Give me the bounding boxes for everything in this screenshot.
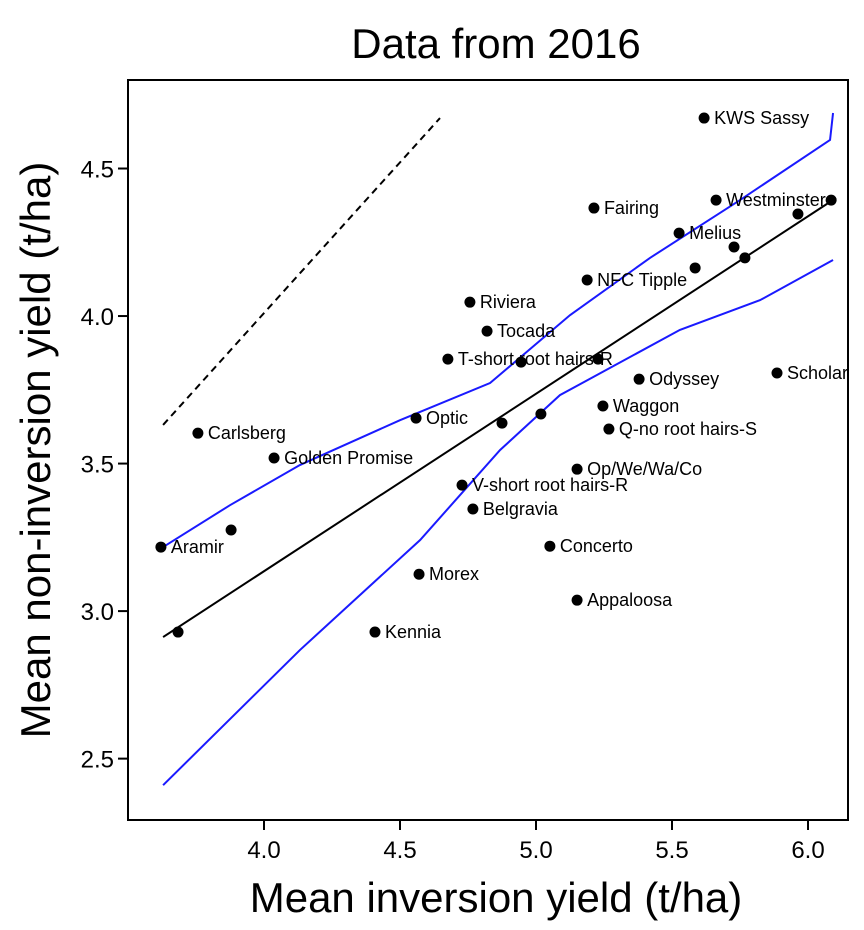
point-label: Optic (426, 408, 468, 428)
point (225, 524, 237, 536)
reference-line (162, 117, 441, 426)
x-tick-label: 6.0 (791, 837, 824, 864)
chart-title: Data from 2016 (351, 20, 641, 67)
point (535, 408, 547, 420)
point (603, 423, 615, 435)
y-tick-label: 2.5 (81, 747, 114, 774)
point (464, 296, 476, 308)
point-label: Q-no root hairs-S (619, 419, 757, 439)
point-label: Melius (689, 223, 741, 243)
point (710, 194, 722, 206)
point (825, 194, 837, 206)
point-label: Riviera (480, 292, 537, 312)
point-label: Aramir (171, 537, 224, 557)
point (571, 594, 583, 606)
point (442, 353, 454, 365)
point (413, 568, 425, 580)
point-label: Tocada (497, 321, 556, 341)
point-label: T-short root hairs-R (458, 349, 613, 369)
point (410, 412, 422, 424)
point (456, 479, 468, 491)
point (592, 353, 604, 365)
point (467, 503, 479, 515)
fit-line (162, 112, 835, 548)
point-label: Morex (429, 564, 479, 584)
point (481, 325, 493, 337)
point (369, 626, 381, 638)
point (739, 252, 751, 264)
fit-line (162, 197, 837, 638)
point (771, 367, 783, 379)
point-label: Belgravia (483, 499, 559, 519)
point (792, 208, 804, 220)
x-tick-label: 5.0 (519, 837, 552, 864)
point (633, 373, 645, 385)
y-tick-label: 4.5 (81, 157, 114, 184)
fit-line (162, 259, 834, 786)
point-label: Appaloosa (587, 590, 673, 610)
y-tick-label: 3.0 (81, 599, 114, 626)
x-tick-label: 4.0 (247, 837, 280, 864)
point (515, 356, 527, 368)
point (588, 202, 600, 214)
plot-frame (127, 79, 849, 821)
point (496, 417, 508, 429)
point (192, 427, 204, 439)
point (544, 540, 556, 552)
point (571, 463, 583, 475)
y-tick-label: 4.0 (81, 304, 114, 331)
point (172, 626, 184, 638)
point-label: Op/We/Wa/Co (587, 459, 702, 479)
point-label: Waggon (613, 396, 679, 416)
point (689, 262, 701, 274)
point-label: KWS Sassy (714, 108, 809, 128)
point-label: NFC Tipple (597, 270, 687, 290)
point (597, 400, 609, 412)
point-label: Westminster (726, 190, 826, 210)
point-label: Fairing (604, 198, 659, 218)
point-label: Carlsberg (208, 423, 286, 443)
point-label: Odyssey (649, 369, 719, 389)
x-axis-label: Mean inversion yield (t/ha) (250, 874, 743, 921)
x-tick-label: 4.5 (383, 837, 416, 864)
point (728, 241, 740, 253)
y-tick-label: 3.5 (81, 452, 114, 479)
x-tick-label: 5.5 (655, 837, 688, 864)
point-label: Scholar (787, 363, 848, 383)
point-label: Concerto (560, 536, 633, 556)
point (268, 452, 280, 464)
point (698, 112, 710, 124)
point (155, 541, 167, 553)
point (581, 274, 593, 286)
point (673, 227, 685, 239)
point-label: V-short root hairs-R (472, 475, 628, 495)
point-label: Kennia (385, 622, 442, 642)
y-axis-label: Mean non-inversion yield (t/ha) (12, 162, 59, 739)
point-label: Golden Promise (284, 448, 413, 468)
